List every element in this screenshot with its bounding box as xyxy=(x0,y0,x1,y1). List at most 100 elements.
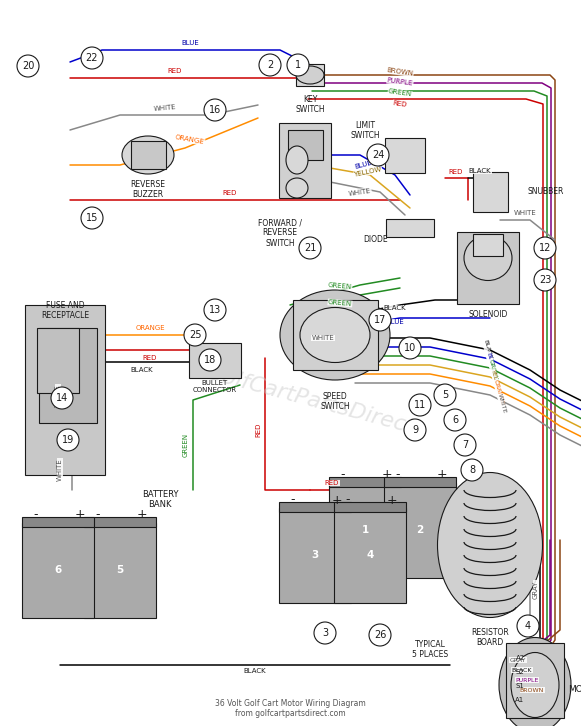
Circle shape xyxy=(81,207,103,229)
Text: GREEN: GREEN xyxy=(388,89,413,98)
Text: BATTERY
BANK: BATTERY BANK xyxy=(142,490,178,510)
Text: DIODE: DIODE xyxy=(363,235,388,245)
Text: +: + xyxy=(437,468,447,481)
Text: BROWN: BROWN xyxy=(520,688,544,693)
Ellipse shape xyxy=(499,637,571,726)
Text: TYPICAL
5 PLACES: TYPICAL 5 PLACES xyxy=(412,640,448,659)
Circle shape xyxy=(369,624,391,646)
Bar xyxy=(292,300,378,370)
Text: 3: 3 xyxy=(311,550,318,560)
Text: 5: 5 xyxy=(116,565,124,575)
Bar xyxy=(131,141,166,169)
Bar xyxy=(84,523,156,618)
Ellipse shape xyxy=(511,653,559,717)
Text: 24: 24 xyxy=(372,150,384,160)
Text: BLUE: BLUE xyxy=(181,40,199,46)
Bar xyxy=(189,343,241,378)
Text: ORANGE: ORANGE xyxy=(493,380,505,407)
Text: GREEN: GREEN xyxy=(488,359,498,381)
Text: BLACK: BLACK xyxy=(512,667,532,672)
Bar xyxy=(506,643,564,717)
Text: 21: 21 xyxy=(304,243,316,253)
Circle shape xyxy=(444,409,466,431)
Text: 5: 5 xyxy=(442,390,448,400)
Circle shape xyxy=(454,434,476,456)
Bar xyxy=(288,130,322,160)
Circle shape xyxy=(299,237,321,259)
Text: 12: 12 xyxy=(539,243,551,253)
Text: 3: 3 xyxy=(322,628,328,638)
Text: WHITE: WHITE xyxy=(349,187,372,197)
Ellipse shape xyxy=(437,473,543,618)
Text: 6: 6 xyxy=(55,565,62,575)
Text: 11: 11 xyxy=(414,400,426,410)
Circle shape xyxy=(409,394,431,416)
Bar xyxy=(84,517,156,527)
Bar xyxy=(334,507,406,603)
Circle shape xyxy=(434,384,456,406)
Text: 10: 10 xyxy=(404,343,416,353)
Circle shape xyxy=(287,54,309,76)
Text: 22: 22 xyxy=(86,53,98,63)
Bar xyxy=(279,502,351,512)
Text: WHITE: WHITE xyxy=(311,335,335,341)
Bar xyxy=(472,172,507,212)
Text: BLACK: BLACK xyxy=(469,168,492,174)
Circle shape xyxy=(461,459,483,481)
Text: -: - xyxy=(396,468,400,481)
Circle shape xyxy=(404,419,426,441)
Text: -: - xyxy=(346,494,350,507)
Circle shape xyxy=(184,324,206,346)
Text: RESISTOR
BOARD: RESISTOR BOARD xyxy=(471,628,509,648)
Text: 14: 14 xyxy=(56,393,68,403)
Text: BLACK: BLACK xyxy=(243,668,266,674)
Bar xyxy=(22,523,94,618)
Bar xyxy=(279,507,351,603)
Bar xyxy=(386,219,434,237)
Bar xyxy=(279,123,331,197)
Ellipse shape xyxy=(464,235,512,280)
Circle shape xyxy=(57,429,79,451)
Bar xyxy=(296,64,324,86)
Text: BROWN: BROWN xyxy=(386,67,414,77)
Circle shape xyxy=(314,622,336,644)
Text: 15: 15 xyxy=(86,213,98,223)
Text: SNUBBER: SNUBBER xyxy=(528,187,564,197)
Text: S1: S1 xyxy=(515,683,525,689)
Bar xyxy=(473,234,503,256)
Text: 23: 23 xyxy=(539,275,551,285)
Bar xyxy=(385,137,425,173)
Text: 17: 17 xyxy=(374,315,386,325)
Text: BLACK: BLACK xyxy=(383,305,406,311)
Text: 4: 4 xyxy=(525,621,531,631)
Ellipse shape xyxy=(280,290,390,380)
Text: BULLET
CONNECTOR: BULLET CONNECTOR xyxy=(193,380,237,393)
Text: WHITE: WHITE xyxy=(514,210,536,216)
Bar xyxy=(457,232,519,304)
Text: YELLOW: YELLOW xyxy=(353,166,382,178)
Bar xyxy=(329,477,401,487)
Text: 1: 1 xyxy=(295,60,301,70)
Circle shape xyxy=(81,47,103,69)
Text: RED: RED xyxy=(392,100,407,108)
Text: ORANGE: ORANGE xyxy=(175,134,205,145)
Circle shape xyxy=(517,615,539,637)
Text: RED: RED xyxy=(168,68,182,74)
Bar xyxy=(25,305,105,475)
Circle shape xyxy=(259,54,281,76)
Text: 20: 20 xyxy=(22,61,34,71)
Text: -: - xyxy=(340,468,345,481)
Text: -: - xyxy=(34,508,38,521)
Text: GolfCartPartsDirect: GolfCartPartsDirect xyxy=(203,362,417,438)
Ellipse shape xyxy=(300,308,370,362)
Text: +: + xyxy=(387,494,397,507)
Bar xyxy=(329,483,401,577)
Text: 2: 2 xyxy=(267,60,273,70)
Text: S2: S2 xyxy=(515,669,525,675)
Text: 7: 7 xyxy=(462,440,468,450)
Text: BLUE: BLUE xyxy=(486,351,494,368)
Ellipse shape xyxy=(286,178,308,198)
Text: GREEN: GREEN xyxy=(183,433,189,457)
Text: SOLENOID: SOLENOID xyxy=(468,310,508,319)
Circle shape xyxy=(199,349,221,371)
